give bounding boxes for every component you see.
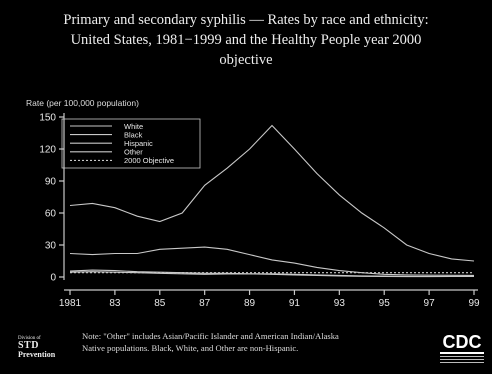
footnote-line-1: Note: "Other" includes Asian/Pacific Isl…: [82, 331, 339, 341]
y-tick-label: 60: [45, 209, 57, 220]
series-line-hispanic: [69, 246, 475, 276]
x-tick-label: 89: [244, 298, 256, 309]
y-axis-label: Rate (per 100,000 population): [26, 98, 139, 108]
footnote-line-2: Native populations. Black, White, and Ot…: [82, 343, 299, 353]
legend-label: Hispanic: [124, 139, 153, 148]
y-tick-label: 90: [45, 177, 57, 188]
legend-box: [61, 118, 201, 169]
legend-label: Other: [124, 148, 143, 157]
cdc-logo: CDC: [440, 332, 484, 364]
x-tick-label: 95: [379, 298, 391, 309]
y-tick-label: 150: [39, 113, 56, 124]
x-tick-label: 93: [334, 298, 346, 309]
std-division-logo: Division of STD Prevention: [18, 336, 56, 359]
chart-title: Primary and secondary syphilis — Rates b…: [0, 10, 492, 70]
x-tick-label: 87: [199, 298, 211, 309]
x-tick-label: 85: [154, 298, 166, 309]
x-tick-label: 91: [289, 298, 301, 309]
x-tick-label: 1981: [59, 298, 82, 309]
chart-axes: 0 30 60 90 120 150 1981 83 85 87 89 91 93 95 97 99: [39, 113, 480, 310]
y-tick-label: 120: [39, 145, 56, 156]
footnote: Note: "Other" includes Asian/Pacific Isl…: [82, 330, 402, 354]
chart-series: [69, 124, 475, 278]
title-line-1: Primary and secondary syphilis — Rates b…: [63, 12, 429, 28]
series-line-other: [69, 269, 474, 278]
series-line-black: [69, 124, 475, 262]
legend-label: Black: [124, 130, 143, 139]
x-tick-label: 97: [424, 298, 436, 309]
legend-label: 2000 Objective: [124, 156, 174, 165]
legend-label: White: [124, 122, 143, 131]
title-line-2: United States, 1981−1999 and the Healthy…: [70, 32, 422, 48]
x-tick-label: 83: [109, 298, 121, 309]
y-tick-label: 30: [45, 241, 57, 252]
x-tick-label: 99: [468, 298, 480, 309]
title-line-3: objective: [219, 52, 273, 68]
y-tick-label: 0: [50, 273, 56, 284]
